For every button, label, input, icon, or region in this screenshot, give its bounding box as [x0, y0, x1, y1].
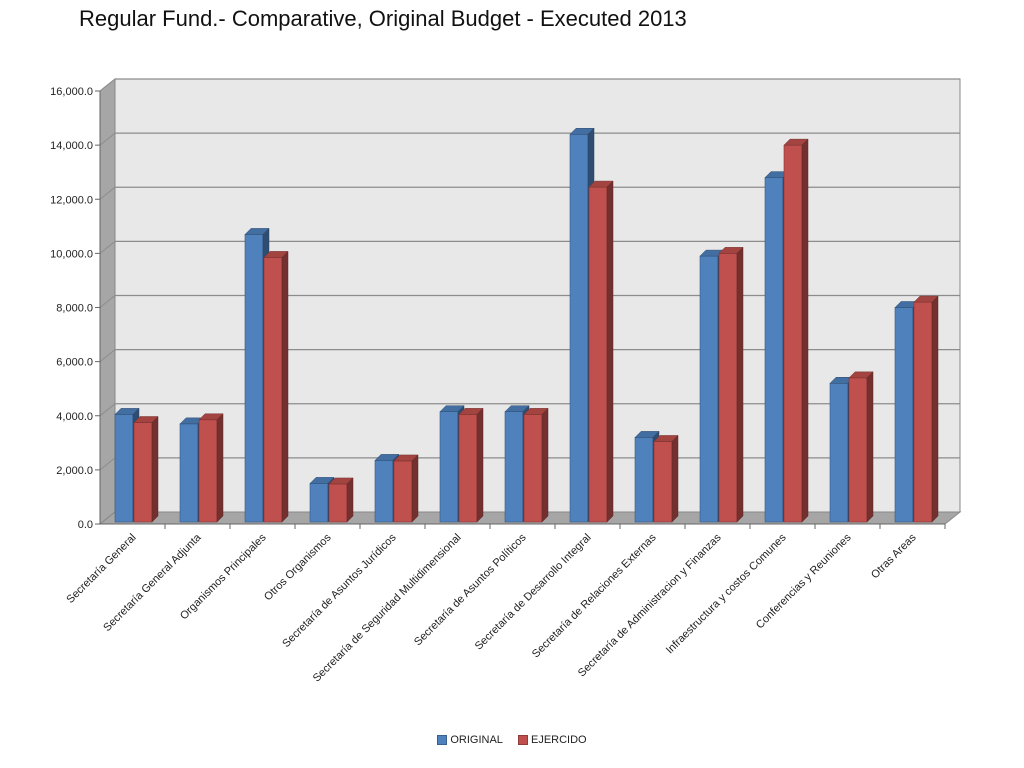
bar-front: [913, 301, 933, 523]
bar-front: [393, 460, 413, 523]
bar-ejercido: [198, 413, 224, 523]
bar-front: [653, 441, 673, 523]
bar-front: [179, 423, 199, 523]
legend-swatch-ejercido: [518, 735, 528, 746]
bar-front: [634, 437, 654, 523]
bar-front: [198, 419, 218, 523]
x-category-label: Secretaría de Asuntos Políticos: [412, 531, 529, 648]
bar-side: [606, 180, 614, 523]
bar-ejercido: [393, 454, 419, 523]
bar-side: [801, 138, 809, 523]
bar-side: [541, 407, 549, 523]
x-category-label: Secretaría de Asuntos Jurídicos: [280, 531, 399, 650]
legend-item-ejercido: EJERCIDO: [518, 734, 587, 746]
legend-label-original: ORIGINAL: [450, 734, 503, 746]
legend-swatch-original: [437, 735, 448, 746]
x-category-label: Infraestructura y costos Comunes: [664, 531, 789, 656]
bars: [114, 127, 939, 523]
y-tick-label: 14,000.0: [50, 140, 93, 152]
x-category-label: Secretaría de Seguridad Multidimensional: [311, 532, 464, 685]
legend: ORIGINAL EJERCIDO: [0, 734, 1024, 746]
bar-side: [931, 295, 939, 523]
bar-ejercido: [263, 250, 289, 523]
y-tick-label: 10,000.0: [50, 248, 93, 260]
bar-front: [263, 257, 283, 523]
x-category-label: Otras Areas: [869, 531, 919, 581]
bar-ejercido: [653, 434, 679, 523]
bar-front: [848, 377, 868, 523]
y-tick-label: 8,000.0: [56, 303, 93, 315]
bar-front: [133, 422, 153, 523]
x-category-label: Secretaría General: [64, 532, 138, 606]
y-tick-label: 2,000.0: [56, 465, 93, 477]
bar-side: [151, 415, 159, 523]
bar-front: [374, 460, 394, 523]
bar-side: [671, 434, 679, 523]
bar-front: [439, 411, 459, 523]
bar-ejercido: [328, 477, 354, 523]
gridline-side: [99, 295, 116, 308]
bar-front: [458, 414, 478, 523]
y-tick-label: 16,000.0: [50, 86, 93, 98]
gridline-side: [99, 349, 116, 363]
bar-front: [699, 255, 719, 523]
bar-front: [894, 307, 914, 523]
bar-front: [718, 253, 738, 523]
bar-ejercido: [588, 180, 614, 523]
bar-front: [504, 411, 524, 523]
bar-side: [476, 407, 484, 523]
bar-front: [114, 414, 134, 523]
y-tick-label: 0.0: [78, 519, 93, 531]
bar-side: [216, 413, 224, 523]
bar-side: [736, 246, 744, 523]
legend-item-original: ORIGINAL: [437, 734, 503, 746]
bar-side: [411, 454, 419, 523]
gridline-side: [99, 78, 116, 92]
bar-front: [588, 186, 608, 523]
gridline-side: [99, 132, 116, 146]
bar-side: [281, 250, 289, 523]
bar-front: [569, 134, 589, 523]
x-category-label: Otros Organismos: [262, 531, 334, 603]
x-category-label: Secretaría de Administracion y Finanzas: [576, 531, 724, 679]
bar-front: [523, 414, 543, 523]
y-axis-ticks: 0.0 2,000.0 4,000.0 6,000.0 8,000.0 10,000.0 1…: [50, 86, 101, 531]
legend-label-ejercido: EJERCIDO: [531, 734, 587, 746]
bar-ejercido: [133, 415, 159, 523]
gridline-side: [99, 457, 116, 471]
bar-front: [244, 234, 264, 523]
bar-side: [346, 477, 354, 523]
bar-front: [328, 483, 348, 523]
gridline-side: [99, 186, 116, 200]
bar-ejercido: [718, 246, 744, 523]
bar-ejercido: [848, 371, 874, 523]
y-tick-label: 12,000.0: [50, 194, 93, 206]
bar-ejercido: [783, 138, 809, 523]
bar-ejercido: [523, 407, 549, 523]
bar-ejercido: [458, 407, 484, 523]
bar-front: [829, 382, 849, 523]
chart-title: Regular Fund.- Comparative, Original Bud…: [79, 6, 687, 31]
bar-front: [764, 177, 784, 523]
x-category-label: Secretaría de Relaciones Externas: [530, 531, 659, 660]
bar-ejercido: [913, 295, 939, 523]
bar-front: [783, 144, 803, 523]
bar-side: [866, 371, 874, 523]
bar-front: [309, 483, 329, 523]
x-category-label: Secretaría de Desarrollo Integral: [473, 532, 594, 653]
y-tick-label: 6,000.0: [56, 357, 93, 369]
y-tick-label: 4,000.0: [56, 411, 93, 423]
gridline-side: [99, 403, 116, 417]
gridline-side: [99, 240, 116, 254]
